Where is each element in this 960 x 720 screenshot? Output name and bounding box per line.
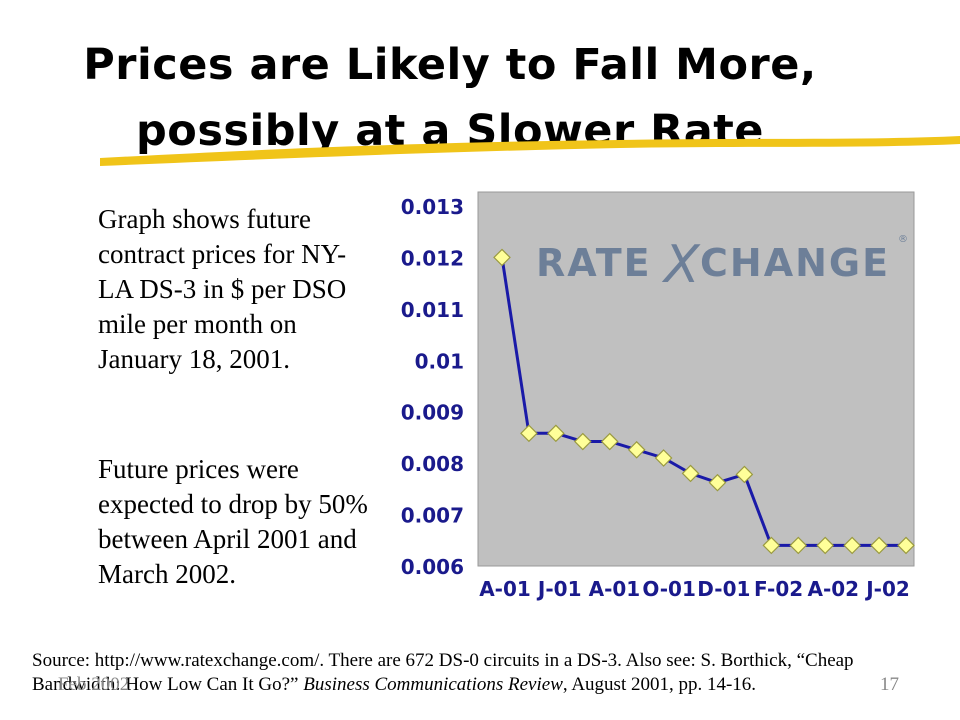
data-point-marker [493,248,511,267]
description-paragraph: Graph shows future contract prices for N… [98,204,347,374]
x-tick-label: A-01 [479,577,531,601]
data-point-marker [627,440,646,459]
y-tick-label: 0.009 [401,401,464,425]
y-tick-label: 0.012 [401,246,464,270]
x-tick-label: J-01 [536,577,582,601]
x-tick-label: O-01 [642,577,696,601]
series-line [500,257,906,547]
footer-date: Feb 2002 [58,674,130,695]
data-point-marker [897,536,915,555]
logo-x: X [661,235,701,295]
forecast-paragraph: Future prices were expected to drop by 5… [98,454,368,589]
y-tick-label: 0.008 [401,452,464,476]
data-point-marker [600,432,619,451]
ratexchange-logo: RATE X CHANGE ® [536,234,908,295]
source-text: Source: http://www.ratexchange.com/. The… [32,650,854,695]
y-tick-label: 0.013 [401,195,464,219]
series-markers [493,248,915,555]
data-point-marker [654,449,673,467]
x-tick-labels: A-01 J-01 A-01 O-01 D-01 F-02 A-02 J-02 [479,577,910,601]
logo-text-right: CHANGE [700,241,890,285]
data-point-marker [573,432,592,451]
plot-area [477,191,915,567]
data-point-marker [789,536,808,555]
x-tick-label: J-02 [864,577,910,601]
logo-registered-mark: ® [898,234,908,245]
title-underline-stroke [100,136,960,166]
y-tick-labels: 0.013 0.012 0.011 0.01 0.009 0.008 0.007 0.006 [401,195,464,579]
data-point-marker [681,464,700,483]
y-tick-label: 0.007 [401,504,464,528]
source-text-end: , August 2001, pp. 14-16. [562,674,757,695]
x-tick-label: A-02 [807,577,859,601]
y-tick-label: 0.01 [415,349,464,373]
source-citation: Source: http://www.ratexchange.com/. The… [32,649,932,697]
slide-number: 17 [880,674,899,695]
data-point-marker [547,424,565,443]
slide-title-line1: Prices are Likely to Fall More, [83,40,817,90]
x-tick-label: A-01 [589,577,641,601]
data-point-marker [762,536,781,555]
data-point-marker [870,536,888,555]
price-line-chart: 0.0130.0120.0110.010.0090.0080.0070.006 … [401,191,915,601]
data-point-marker [843,536,861,555]
data-point-marker [816,536,835,555]
data-point-marker [708,473,727,492]
x-tick-label: D-01 [697,577,750,601]
x-tick-label: F-02 [754,577,803,601]
y-tick-label: 0.011 [401,298,464,322]
data-point-marker [735,465,754,484]
logo-text-left: RATE [536,241,652,285]
y-tick-label: 0.006 [401,555,464,579]
data-point-marker [520,424,538,443]
source-journal: Business Communications Review [303,674,563,695]
